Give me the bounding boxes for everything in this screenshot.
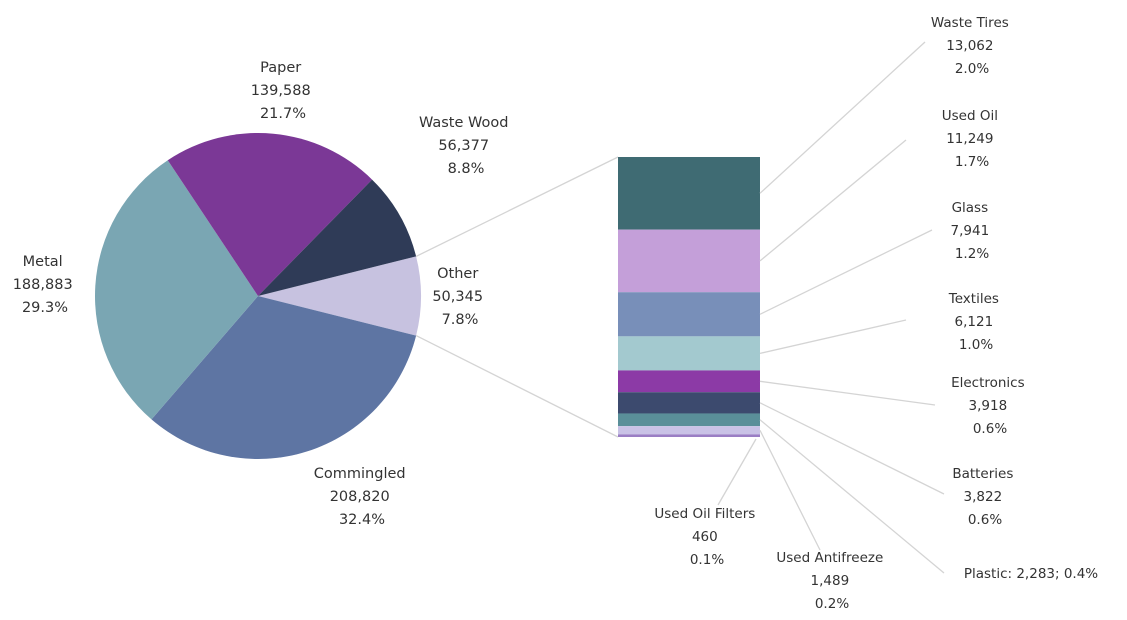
segment-label-glass: Glass 7,941 1.2% bbox=[951, 200, 994, 262]
slice-label-metal: Metal 188,883 29.3% bbox=[13, 254, 78, 316]
segment-label-waste-tires: Waste Tires 13,062 2.0% bbox=[931, 15, 1013, 77]
segment-label-used-oil: Used Oil 11,249 1.7% bbox=[942, 108, 1003, 170]
pie bbox=[94, 133, 422, 460]
bar-segment-used-antifreeze bbox=[618, 426, 760, 435]
leader-waste-tires bbox=[759, 41, 926, 194]
leader-used-oil bbox=[759, 139, 907, 262]
bar-segment-waste-tires bbox=[618, 157, 760, 230]
slice-label-commingled: Commingled 208,820 32.4% bbox=[314, 466, 410, 528]
connector-top bbox=[415, 156, 619, 257]
leader-used-antifreeze bbox=[759, 430, 821, 551]
bar-segment-used-oil-filters bbox=[618, 434, 760, 437]
bar-segment-electronics bbox=[618, 370, 760, 393]
leader-lines bbox=[717, 41, 945, 574]
segment-label-electronics: Electronics 3,918 0.6% bbox=[951, 375, 1029, 437]
segment-label-plastic: Plastic: 2,283; 0.4% bbox=[964, 566, 1098, 582]
bar-segment-plastic bbox=[618, 413, 760, 427]
slice-label-waste-wood: Waste Wood 56,377 8.8% bbox=[419, 115, 513, 177]
leader-textiles bbox=[759, 319, 907, 355]
leader-batteries bbox=[759, 402, 945, 495]
pie-slice-paper bbox=[167, 133, 373, 296]
bar-segment-glass bbox=[618, 292, 760, 337]
breakdown-bar bbox=[618, 157, 760, 437]
pie-slice-other bbox=[258, 256, 422, 336]
leader-glass bbox=[759, 229, 933, 315]
bar-segment-used-oil bbox=[618, 229, 760, 293]
pie-slice-metal bbox=[94, 160, 258, 420]
bar-segment-batteries bbox=[618, 392, 760, 414]
segment-label-textiles: Textiles 6,121 1.0% bbox=[948, 291, 1003, 353]
pie-slice-waste-wood bbox=[258, 179, 417, 296]
segment-label-batteries: Batteries 3,822 0.6% bbox=[952, 466, 1017, 528]
leader-electronics bbox=[759, 380, 936, 406]
slice-label-paper: Paper 139,588 21.7% bbox=[251, 60, 316, 122]
pie-slice-commingled bbox=[151, 296, 417, 460]
leader-plastic bbox=[759, 419, 945, 574]
segment-label-used-antifreeze: Used Antifreeze 1,489 0.2% bbox=[776, 550, 887, 612]
slice-label-other: Other 50,345 7.8% bbox=[432, 266, 487, 328]
leader-used-oil-filters bbox=[717, 438, 757, 506]
pie-to-bar-connectors bbox=[415, 156, 619, 438]
bar-segment-textiles bbox=[618, 336, 760, 371]
connector-bottom bbox=[415, 335, 619, 438]
segment-label-used-oil-filters: Used Oil Filters 460 0.1% bbox=[654, 506, 759, 568]
